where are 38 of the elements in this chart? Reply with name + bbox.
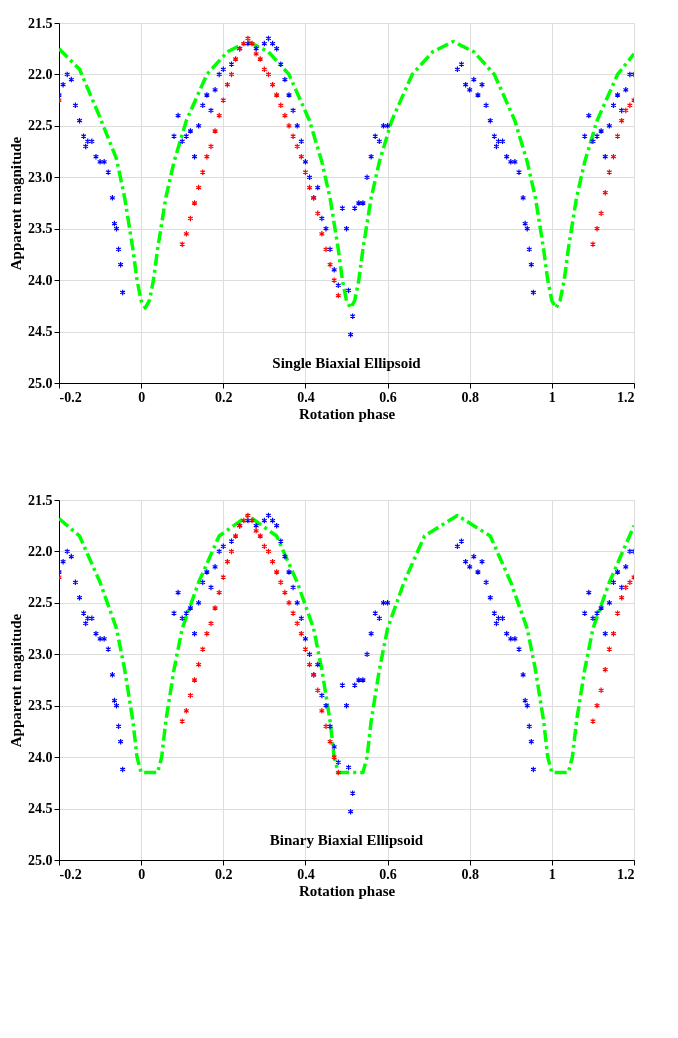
x-tick-label: 1: [548, 866, 556, 882]
x-tick-label: -0.2: [59, 866, 82, 882]
y-tick-label: 25.0: [28, 852, 53, 868]
y-axis-title: Apparent magnitude: [8, 136, 24, 271]
y-tick-label: 24.5: [28, 801, 53, 817]
y-tick-label: 23.0: [28, 646, 53, 662]
x-tick-label: 1.2: [617, 866, 635, 882]
y-tick-label: 24.5: [28, 324, 53, 340]
x-tick-label: 0: [138, 389, 146, 405]
y-tick-label: 24.0: [28, 749, 53, 765]
x-tick-label: 1.2: [617, 389, 635, 405]
y-tick-label: 22.5: [28, 595, 53, 611]
y-tick-label: 21.5: [28, 492, 53, 508]
x-tick-label: 0.6: [379, 866, 397, 882]
y-tick-label: 24.0: [28, 272, 53, 288]
x-tick-label: 0.6: [379, 389, 397, 405]
y-tick-label: 22.0: [28, 66, 53, 82]
x-axis-title: Rotation phase: [298, 882, 396, 899]
y-tick-label: 22.0: [28, 543, 53, 559]
y-tick-label: 23.5: [28, 221, 53, 237]
x-tick-label: -0.2: [59, 389, 82, 405]
y-tick-label: 22.5: [28, 118, 53, 134]
x-tick-label: 0.2: [215, 389, 233, 405]
x-tick-label: 0.8: [461, 389, 479, 405]
x-tick-label: 0.4: [297, 389, 315, 405]
x-tick-label: 1: [548, 389, 556, 405]
x-tick-label: 0.2: [215, 866, 233, 882]
y-tick-label: 23.0: [28, 169, 53, 185]
y-tick-label: 25.0: [28, 375, 53, 391]
y-tick-label: 23.5: [28, 698, 53, 714]
x-tick-label: 0: [138, 866, 146, 882]
x-tick-label: 0.8: [461, 866, 479, 882]
annotation: Single Biaxial Ellipsoid: [272, 355, 422, 371]
y-tick-label: 21.5: [28, 15, 53, 31]
y-axis-title: Apparent magnitude: [8, 613, 24, 748]
annotation: Binary Biaxial Ellipsoid: [269, 832, 424, 848]
x-tick-label: 0.4: [297, 866, 315, 882]
x-axis-title: Rotation phase: [298, 405, 396, 422]
